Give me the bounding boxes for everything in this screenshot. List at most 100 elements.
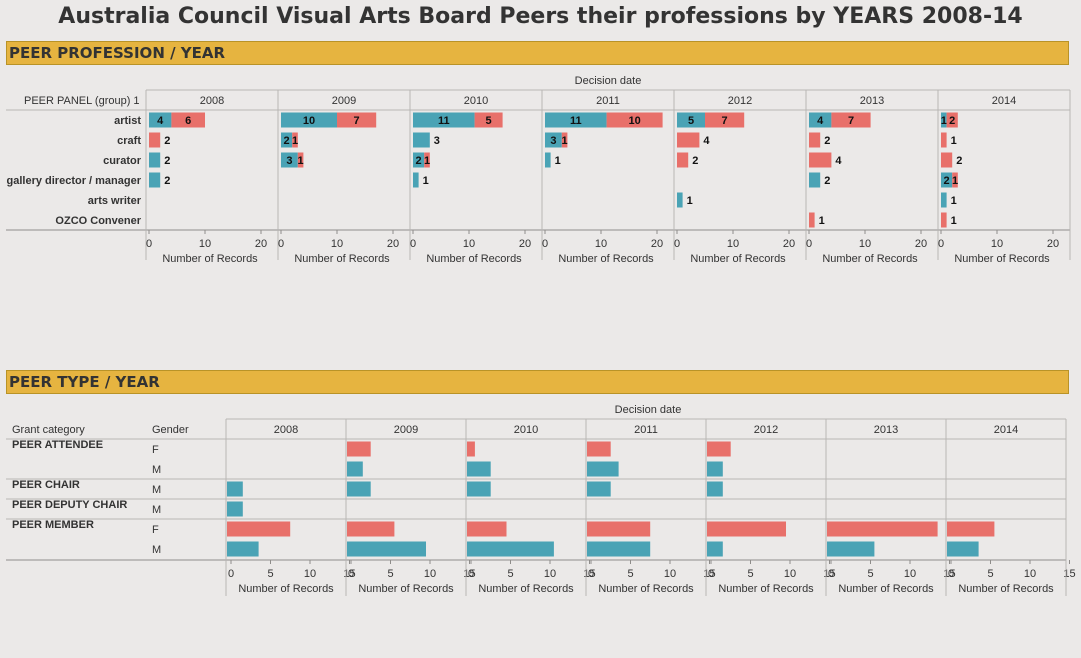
bar-male [707, 481, 723, 497]
data-label: 4 [157, 115, 164, 127]
bar-male [947, 541, 979, 557]
year-header: 2013 [874, 424, 898, 436]
axis-title: Number of Records [426, 253, 522, 265]
bar-segment-red [677, 132, 700, 148]
bar-female [587, 521, 651, 537]
bar-segment-red [292, 132, 298, 148]
bar-segment-red [149, 132, 161, 148]
section-header-type: PEER TYPE / YEAR [6, 370, 1069, 394]
year-header: 2009 [332, 95, 356, 107]
tick-label: 5 [747, 568, 753, 580]
bar-male [707, 461, 723, 477]
bar-segment-red [809, 152, 832, 168]
bar-segment-red [606, 112, 663, 128]
bar-female [947, 521, 995, 537]
profession-year-chart: Decision date PEER PANEL (group) 1 artist c… [6, 75, 1071, 265]
tick-label: 0 [348, 568, 354, 580]
axis-title: Number of Records [690, 253, 786, 265]
bar-segment-red [474, 112, 503, 128]
data-label: 1 [687, 195, 693, 207]
tick-label: 0 [146, 238, 152, 250]
data-label: 2 [944, 175, 950, 187]
axis-title: Number of Records [238, 583, 334, 595]
row-label: OZCO Convener [55, 215, 141, 227]
bar-segment-teal [413, 152, 425, 168]
row-label: gallery director / manager [7, 175, 142, 187]
data-label: 10 [303, 115, 315, 127]
category-label: PEER CHAIR [12, 479, 80, 491]
year-header: 2012 [728, 95, 752, 107]
tick-label: 20 [1047, 238, 1059, 250]
data-label: 1 [951, 135, 957, 147]
row-header-category: Grant category [12, 424, 85, 436]
bar-segment-teal [941, 192, 947, 208]
category-label: PEER MEMBER [12, 519, 94, 531]
tick-label: 20 [519, 238, 531, 250]
bar-segment-red [561, 132, 568, 148]
tick-label: 10 [463, 238, 475, 250]
data-label: 3 [434, 135, 440, 147]
bar-male [587, 461, 619, 477]
bar-male [347, 481, 371, 497]
data-label: 2 [824, 135, 830, 147]
axis-title: Number of Records [558, 253, 654, 265]
axis-title: Number of Records [838, 583, 934, 595]
bar-segment-teal [941, 112, 947, 128]
data-label: 11 [570, 115, 582, 127]
year-header: 2011 [634, 424, 658, 436]
tick-label: 0 [938, 238, 944, 250]
data-label: 2 [692, 155, 698, 167]
bar-male [467, 541, 554, 557]
data-label: 1 [941, 115, 947, 127]
section-title-profession: PEER PROFESSION / YEAR [9, 44, 226, 62]
axis-title: Number of Records [162, 253, 258, 265]
gender-label: M [152, 544, 161, 556]
data-label: 2 [284, 135, 290, 147]
bar-segment-red [809, 212, 815, 228]
tick-label: 0 [828, 568, 834, 580]
bar-male [347, 541, 426, 557]
tick-label: 0 [228, 568, 234, 580]
data-label: 2 [416, 155, 422, 167]
tick-label: 10 [859, 238, 871, 250]
bar-segment-teal [545, 152, 551, 168]
bar-segment-red [809, 132, 821, 148]
tick-label: 0 [468, 568, 474, 580]
bar-segment-teal [149, 112, 172, 128]
row-header: PEER PANEL (group) 1 [24, 95, 140, 107]
data-label: 2 [164, 135, 170, 147]
tick-label: 5 [387, 568, 393, 580]
tick-label: 20 [783, 238, 795, 250]
data-label: 6 [185, 115, 191, 127]
bar-female [347, 521, 395, 537]
data-label: 5 [688, 115, 694, 127]
bar-segment-teal [941, 172, 953, 188]
bar-female [227, 521, 291, 537]
bar-segment-red [171, 112, 205, 128]
bar-male [827, 541, 875, 557]
tick-label: 20 [387, 238, 399, 250]
year-header: 2012 [754, 424, 778, 436]
bar-segment-teal [149, 172, 161, 188]
bar-segment-teal [281, 112, 337, 128]
section-header-profession: PEER PROFESSION / YEAR [6, 41, 1069, 65]
axis-title: Number of Records [358, 583, 454, 595]
axis-title: Number of Records [718, 583, 814, 595]
data-label: 1 [951, 195, 957, 207]
bar-segment-red [424, 152, 430, 168]
category-label: PEER ATTENDEE [12, 439, 103, 451]
bar-male [227, 501, 243, 517]
year-header: 2014 [994, 424, 1018, 436]
gender-label: M [152, 504, 161, 516]
bar-segment-teal [281, 132, 293, 148]
data-label: 7 [354, 115, 360, 127]
data-label: 1 [292, 135, 298, 147]
section-title-type: PEER TYPE / YEAR [9, 373, 160, 391]
axis-title: Number of Records [958, 583, 1054, 595]
tick-label: 5 [867, 568, 873, 580]
bar-segment-teal [809, 112, 832, 128]
tick-label: 5 [267, 568, 273, 580]
year-header: 2013 [860, 95, 884, 107]
tick-label: 10 [1024, 568, 1036, 580]
bar-segment-red [831, 112, 871, 128]
